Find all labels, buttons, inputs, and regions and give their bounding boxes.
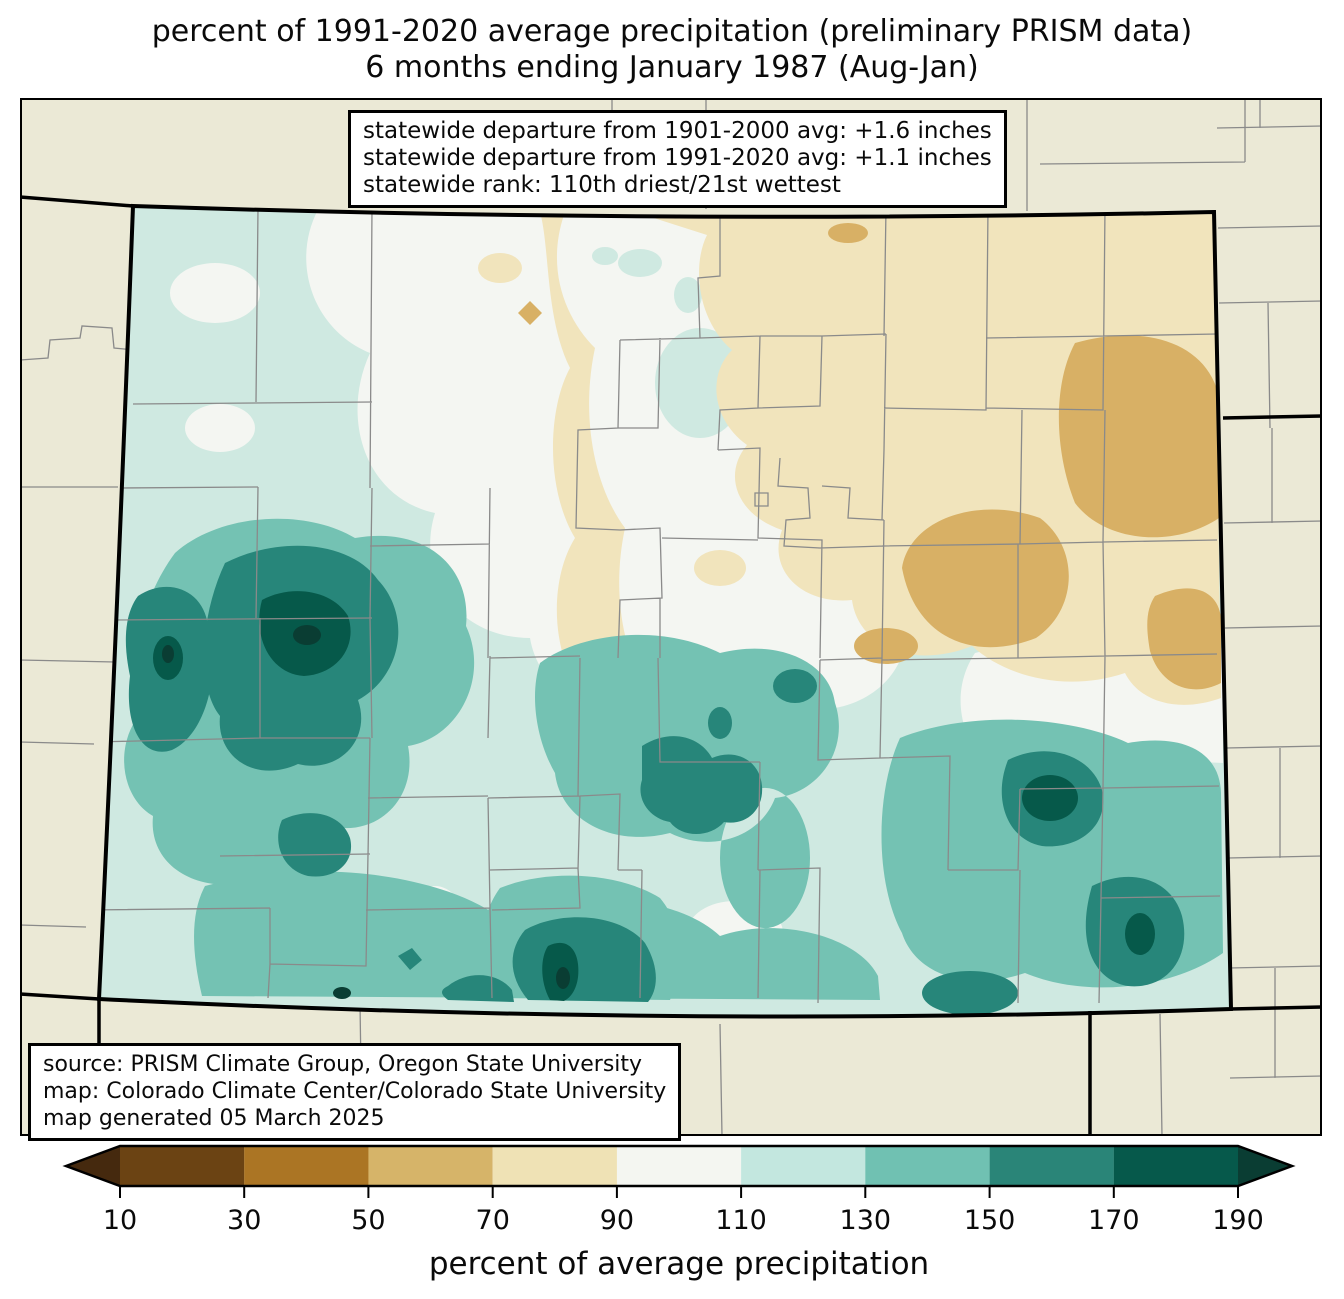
colorbar: 10 30 50 70 90 110 130 150 170 190 perce…	[62, 1144, 1296, 1282]
regions-near-normal	[170, 206, 1223, 965]
colorbar-segment	[741, 1146, 866, 1186]
colorbar-segment	[989, 1146, 1114, 1186]
colorado-state-border	[96, 203, 1234, 1019]
colorbar-tick-label: 30	[227, 1205, 261, 1236]
colorbar-segment	[244, 1146, 369, 1186]
colorbar-tick-label: 170	[1088, 1205, 1140, 1236]
colorbar-segment	[865, 1146, 990, 1186]
source-line-1: source: PRISM Climate Group, Oregon Stat…	[43, 1052, 643, 1077]
colorbar-segment	[120, 1146, 245, 1186]
county-lines-colorado	[99, 207, 1221, 1004]
colorbar-ticks	[119, 1186, 1239, 1198]
colorbar-arrow-right	[1238, 1146, 1292, 1186]
stats-line-1: statewide departure from 1901-2000 avg: …	[363, 118, 992, 144]
colorbar-segments	[120, 1146, 1238, 1186]
source-line-3: map generated 05 March 2025	[43, 1106, 385, 1131]
colorbar-segment	[616, 1146, 742, 1186]
colorbar-tick-labels: 10 30 50 70 90 110 130 150 170 190	[103, 1205, 1264, 1236]
title-line-1: percent of 1991-2020 average precipitati…	[151, 14, 1193, 49]
colorbar-axis-label: percent of average precipitation	[429, 1246, 929, 1282]
colorbar-tick-label: 190	[1212, 1205, 1264, 1236]
contour-blob	[170, 206, 1223, 965]
colorbar-tick-label: 10	[103, 1205, 137, 1236]
colorbar-arrow-left	[66, 1146, 120, 1186]
figure-title: percent of 1991-2020 average precipitati…	[0, 14, 1344, 86]
precipitation-map	[20, 98, 1322, 1136]
colorbar-tick-label: 130	[840, 1205, 892, 1236]
colorado-interior	[99, 206, 1231, 1017]
colorbar-segment	[1113, 1146, 1238, 1186]
stats-box: statewide departure from 1901-2000 avg: …	[348, 110, 1007, 208]
colorbar-segment	[368, 1146, 493, 1186]
regions-dry-tan	[478, 212, 1221, 808]
colorbar-arrows	[66, 1146, 1292, 1186]
colorbar-tick-label: 50	[351, 1205, 385, 1236]
colorbar-tick-label: 150	[964, 1205, 1016, 1236]
source-box: source: PRISM Climate Group, Oregon Stat…	[28, 1043, 682, 1141]
map-frame: statewide departure from 1901-2000 avg: …	[20, 98, 1322, 1141]
regions-dry-tan-dark	[518, 223, 1221, 690]
colorbar-tick-label: 90	[600, 1205, 634, 1236]
contour-blob	[592, 247, 745, 439]
contour-blob	[478, 212, 1221, 808]
regions-wet-teal-dark	[125, 545, 1185, 1015]
colorbar-tick-label: 110	[715, 1205, 767, 1236]
county-line	[99, 207, 1221, 1004]
stats-line-3: statewide rank: 110th driest/21st wettes…	[363, 172, 841, 198]
stats-line-2: statewide departure from 1991-2020 avg: …	[363, 145, 992, 171]
colorbar-segment	[492, 1146, 617, 1186]
regions-teal-pale-accents	[592, 247, 745, 439]
source-line-2: map: Colorado Climate Center/Colorado St…	[43, 1079, 667, 1104]
title-line-2: 6 months ending January 1987 (Aug-Jan)	[365, 50, 979, 85]
contour-blob	[518, 223, 1221, 690]
colorbar-tick-label: 70	[476, 1205, 510, 1236]
contour-blob	[125, 545, 1185, 1015]
